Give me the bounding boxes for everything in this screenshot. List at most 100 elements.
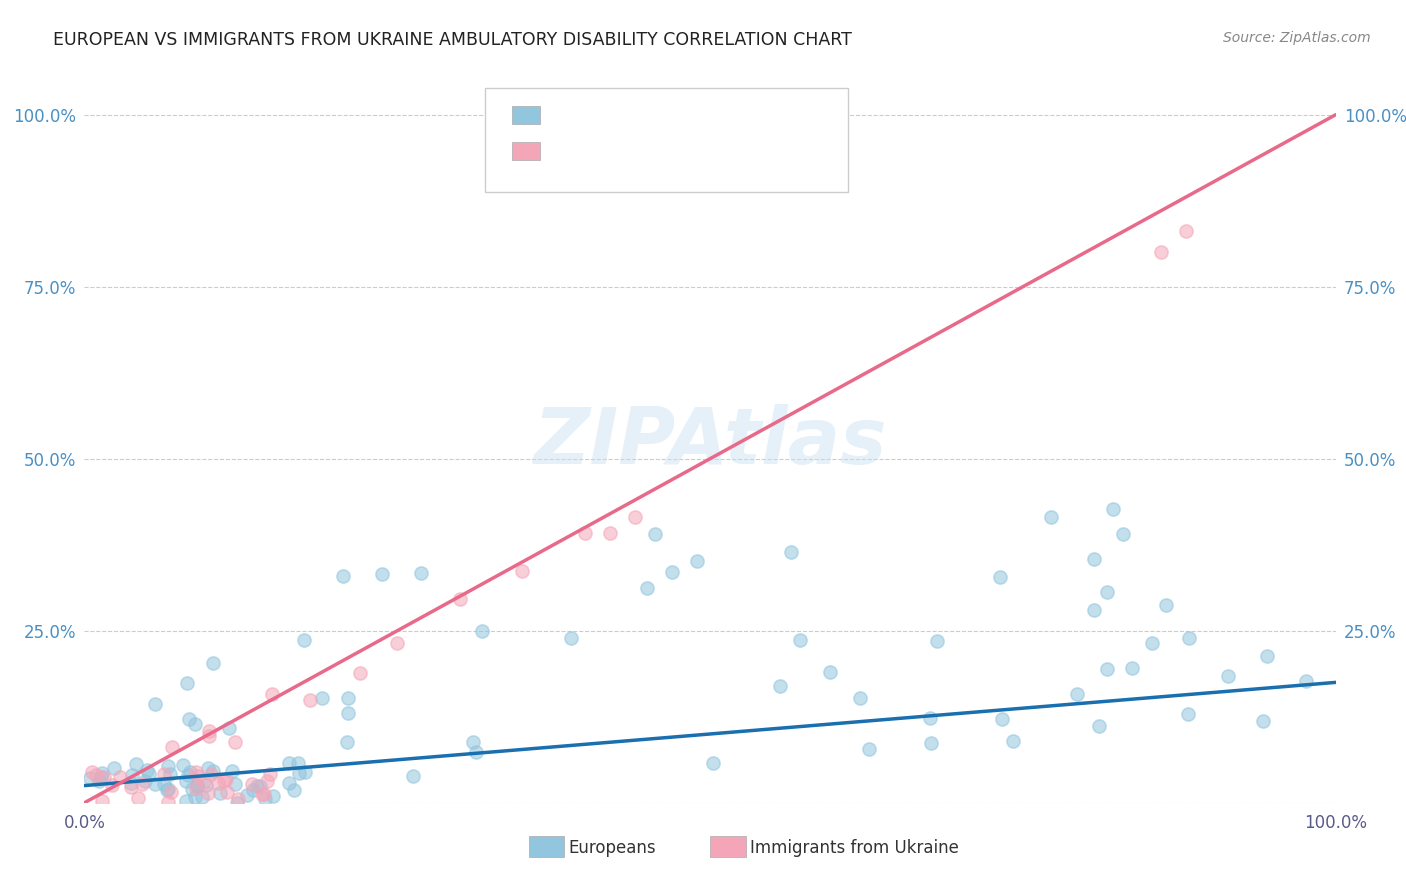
Point: [1253, 714, 1275, 728]
Point: [461, 734, 484, 748]
Point: [236, 789, 259, 803]
Text: 0.915: 0.915: [599, 134, 651, 153]
Point: [179, 712, 201, 726]
Point: [259, 767, 281, 781]
Point: [108, 770, 131, 784]
Point: [1083, 552, 1105, 566]
FancyBboxPatch shape: [512, 142, 540, 160]
Point: [918, 711, 941, 725]
Point: [858, 742, 880, 756]
Point: [256, 774, 278, 789]
Point: [217, 785, 239, 799]
Point: [298, 693, 321, 707]
Point: [197, 761, 219, 775]
Point: [156, 783, 179, 797]
Point: [336, 735, 359, 749]
Point: [89, 774, 111, 789]
Point: [1097, 662, 1119, 676]
Point: [332, 569, 354, 583]
Point: [402, 769, 425, 783]
Point: [927, 634, 949, 648]
Point: [246, 779, 269, 793]
Point: [176, 774, 198, 789]
Point: [449, 591, 471, 606]
Text: N =: N =: [659, 98, 697, 116]
Point: [294, 765, 316, 780]
Point: [193, 773, 215, 788]
Point: [1102, 501, 1125, 516]
Point: [242, 777, 264, 791]
Point: [283, 783, 305, 797]
Point: [686, 554, 709, 568]
Point: [121, 767, 143, 781]
FancyBboxPatch shape: [485, 87, 848, 193]
Point: [218, 721, 240, 735]
Point: [226, 792, 249, 806]
Point: [337, 690, 360, 705]
Point: [288, 766, 311, 780]
Point: [1178, 631, 1201, 645]
Point: [214, 772, 236, 787]
Point: [702, 756, 724, 770]
Point: [287, 756, 309, 770]
Point: [224, 735, 246, 749]
Point: [1256, 648, 1278, 663]
Point: [184, 781, 207, 796]
Point: [636, 581, 658, 595]
Point: [179, 765, 201, 780]
Point: [103, 761, 125, 775]
Text: 100: 100: [697, 98, 733, 116]
Point: [1097, 585, 1119, 599]
Point: [789, 633, 811, 648]
Point: [200, 767, 222, 781]
Point: [464, 745, 486, 759]
Point: [1112, 527, 1135, 541]
Point: [471, 624, 494, 638]
Point: [250, 788, 273, 802]
Text: EUROPEAN VS IMMIGRANTS FROM UKRAINE AMBULATORY DISABILITY CORRELATION CHART: EUROPEAN VS IMMIGRANTS FROM UKRAINE AMBU…: [53, 31, 852, 49]
Point: [177, 768, 200, 782]
Point: [385, 636, 409, 650]
Point: [849, 690, 872, 705]
Text: N =: N =: [659, 134, 697, 153]
Point: [159, 766, 181, 780]
Point: [311, 690, 333, 705]
Point: [157, 781, 180, 796]
Point: [661, 565, 683, 579]
Point: [84, 767, 107, 781]
Point: [1149, 245, 1171, 260]
Point: [779, 544, 801, 558]
Point: [194, 778, 217, 792]
Point: [120, 780, 142, 794]
Point: [1087, 718, 1109, 732]
Text: Europeans: Europeans: [568, 838, 657, 856]
Point: [249, 779, 271, 793]
Text: R =: R =: [557, 134, 593, 153]
Point: [131, 777, 153, 791]
Point: [153, 777, 176, 791]
Text: R =: R =: [557, 98, 593, 116]
Point: [198, 729, 221, 743]
Point: [90, 766, 112, 780]
Point: [294, 632, 316, 647]
Point: [560, 631, 582, 645]
Point: [574, 525, 596, 540]
Point: [371, 567, 394, 582]
Point: [201, 656, 224, 670]
Point: [135, 763, 157, 777]
Point: [278, 776, 301, 790]
Point: [1154, 599, 1177, 613]
Point: [134, 774, 156, 789]
Point: [1066, 688, 1088, 702]
Text: 43: 43: [697, 134, 727, 153]
Point: [176, 675, 198, 690]
Point: [127, 790, 149, 805]
Point: [191, 790, 214, 805]
Point: [125, 756, 148, 771]
Point: [93, 770, 115, 784]
FancyBboxPatch shape: [512, 106, 540, 124]
Point: [988, 570, 1011, 584]
Point: [184, 716, 207, 731]
Point: [186, 764, 208, 779]
Text: Immigrants from Ukraine: Immigrants from Ukraine: [749, 838, 959, 856]
